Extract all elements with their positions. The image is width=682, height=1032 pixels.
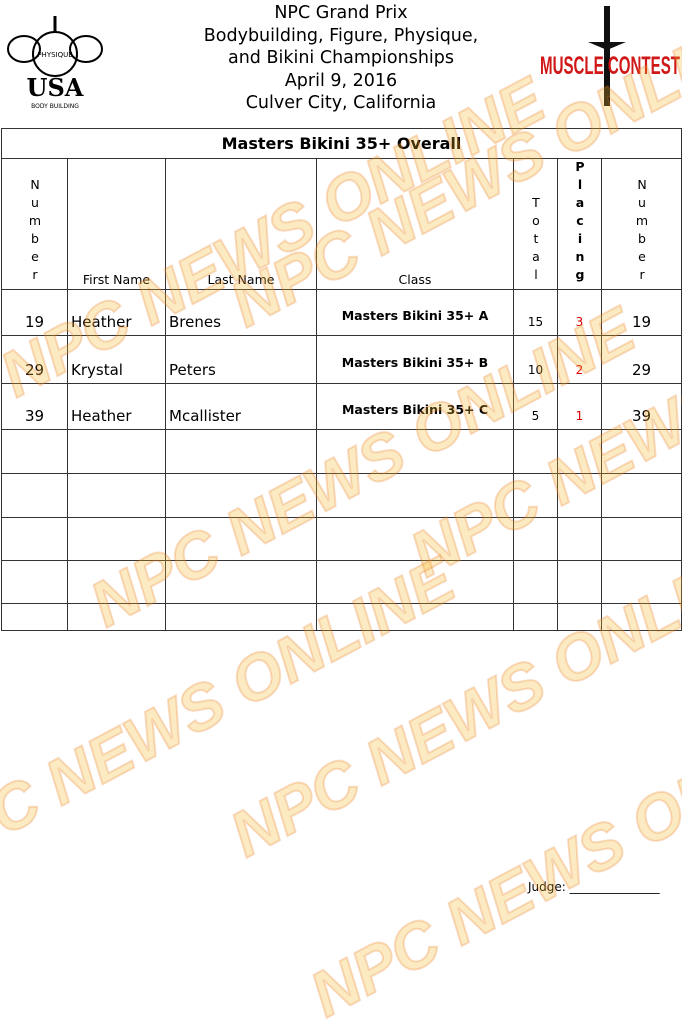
competitor-number: 29 — [1, 335, 68, 384]
empty-cell — [1, 603, 68, 631]
npc-usa-logo: PHYSIQUE USA BODY BUILDING — [4, 4, 106, 112]
event-subtitle-2: and Bikini Championships — [227, 48, 454, 68]
last-name: Peters — [165, 335, 317, 384]
empty-cell — [316, 560, 514, 604]
empty-cell — [67, 429, 166, 474]
empty-cell — [165, 517, 317, 561]
table-title: Masters Bikini 35+ Overall — [0, 128, 682, 159]
empty-cell — [557, 517, 602, 561]
results-table: Masters Bikini 35+ Overall Number First … — [0, 128, 682, 631]
header-number-2-text: Number — [634, 177, 650, 285]
svg-text:USA: USA — [27, 73, 84, 102]
empty-cell — [67, 560, 166, 604]
empty-cell — [600, 429, 682, 474]
last-name: Brenes — [165, 289, 317, 336]
empty-cell — [513, 429, 558, 474]
header-total: Total — [513, 158, 558, 290]
empty-cell — [1, 560, 68, 604]
empty-cell — [1, 517, 68, 561]
table-row: 19 Heather Brenes Masters Bikini 35+ A 15 3 19 — [1, 289, 682, 336]
svg-text:BODY BUILDING: BODY BUILDING — [31, 103, 79, 110]
class: Masters Bikini 35+ A — [316, 289, 514, 336]
competitor-number: 19 — [1, 289, 68, 336]
empty-cell — [557, 473, 602, 518]
class: Masters Bikini 35+ B — [316, 335, 514, 384]
empty-cell — [557, 603, 602, 631]
header-placing-text: Placing — [572, 159, 588, 285]
empty-cell — [316, 603, 514, 631]
svg-text:MUSCLE CONTEST: MUSCLE CONTEST — [540, 52, 680, 80]
muscle-contest-logo: MUSCLE CONTEST — [538, 2, 682, 114]
empty-cell — [1, 473, 68, 518]
first-name: Heather — [67, 383, 166, 430]
competitor-number-2: 29 — [600, 335, 682, 384]
last-name: Mcallister — [165, 383, 317, 430]
header-total-text: Total — [528, 195, 544, 285]
header-last-name: Last Name — [165, 158, 317, 290]
empty-cell — [513, 560, 558, 604]
empty-row — [1, 603, 682, 631]
empty-row — [1, 560, 682, 604]
empty-row — [1, 429, 682, 474]
svg-text:PHYSIQUE: PHYSIQUE — [37, 51, 72, 59]
event-location: Culver City, California — [245, 93, 437, 113]
empty-cell — [165, 560, 317, 604]
empty-cell — [165, 603, 317, 631]
watermark: NPC NEWS ONLINE — [297, 682, 682, 1031]
empty-cell — [1, 429, 68, 474]
empty-cell — [557, 429, 602, 474]
judge-signature-line: Judge: _______________ — [528, 880, 660, 894]
total: 10 — [513, 335, 558, 384]
header-class: Class — [316, 158, 514, 290]
placing: 2 — [557, 335, 602, 384]
header-number: Number — [1, 158, 68, 290]
empty-cell — [513, 473, 558, 518]
first-name: Krystal — [67, 335, 166, 384]
empty-cell — [600, 603, 682, 631]
header-number-2: Number — [600, 158, 682, 290]
table-row: 29 Krystal Peters Masters Bikini 35+ B 10 2 29 — [1, 335, 682, 384]
event-subtitle: Bodybuilding, Figure, Physique, — [203, 25, 479, 46]
header-number-text: Number — [27, 177, 43, 285]
placing: 3 — [557, 289, 602, 336]
placing: 1 — [557, 383, 602, 430]
empty-cell — [513, 517, 558, 561]
empty-cell — [600, 517, 682, 561]
header-first-name: First Name — [67, 158, 166, 290]
empty-row — [1, 473, 682, 518]
empty-cell — [513, 603, 558, 631]
empty-cell — [316, 473, 514, 518]
empty-cell — [165, 429, 317, 474]
empty-cell — [67, 517, 166, 561]
header-row: Number First Name Last Name Class Total … — [1, 158, 682, 290]
empty-cell — [600, 560, 682, 604]
total: 5 — [513, 383, 558, 430]
empty-cell — [316, 517, 514, 561]
event-name: NPC Grand Prix — [274, 3, 408, 23]
empty-cell — [600, 473, 682, 518]
first-name: Heather — [67, 289, 166, 336]
competitor-number: 39 — [1, 383, 68, 430]
event-date: April 9, 2016 — [284, 70, 398, 91]
competitor-number-2: 39 — [600, 383, 682, 430]
header-placing: Placing — [557, 158, 602, 290]
class: Masters Bikini 35+ C — [316, 383, 514, 430]
empty-cell — [67, 603, 166, 631]
competitor-number-2: 19 — [600, 289, 682, 336]
empty-row — [1, 517, 682, 561]
event-header: NPC Grand Prix Bodybuilding, Figure, Phy… — [160, 2, 522, 115]
empty-cell — [165, 473, 317, 518]
empty-cell — [557, 560, 602, 604]
empty-cell — [316, 429, 514, 474]
total: 15 — [513, 289, 558, 336]
empty-cell — [67, 473, 166, 518]
